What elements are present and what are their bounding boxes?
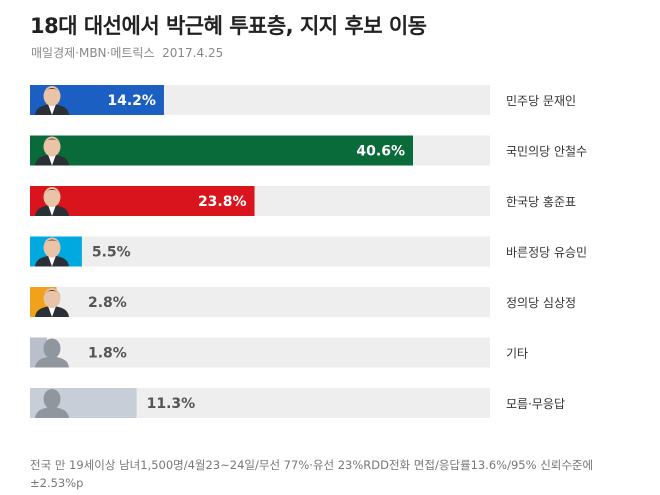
person-silhouette-icon — [35, 389, 69, 418]
data-label: 14.2% — [107, 93, 156, 109]
candidate-photo-icon — [35, 86, 69, 115]
category-label: 국민의당 안철수 — [506, 145, 587, 159]
candidate-photo-icon — [35, 187, 69, 216]
bar-row: 40.6% 국민의당 안철수 — [30, 135, 587, 166]
category-label: 정의당 심상정 — [506, 296, 576, 310]
data-label: 23.8% — [198, 194, 247, 210]
bar — [30, 186, 255, 216]
data-label: 5.5% — [92, 245, 131, 261]
bar-track — [30, 337, 490, 368]
bar-chart: 14.2% 민주당 문재인 40.6% 국민의당 안철수 23.8% 한국당 홍준표 5.5… — [30, 85, 587, 418]
data-label: 40.6% — [356, 144, 405, 160]
survey-footnote: 전국 만 19세이상 남녀1,500명/4월23~24일/무선 77%·유선 2… — [30, 458, 594, 490]
person-silhouette-icon — [35, 338, 69, 368]
category-label: 기타 — [506, 347, 528, 361]
bar — [30, 135, 413, 166]
source-name: 매일경제·MBN·메트릭스 — [31, 46, 155, 60]
candidate-photo-icon — [35, 288, 69, 317]
bar-track — [30, 287, 490, 317]
source-date: 2017.4.25 — [162, 46, 224, 60]
category-label: 모름·무응답 — [506, 397, 565, 411]
bar-row: 11.3% 모름·무응답 — [30, 388, 565, 418]
data-label: 2.8% — [88, 295, 127, 311]
bar-row: 23.8% 한국당 홍준표 — [30, 186, 576, 216]
category-label: 민주당 문재인 — [506, 94, 576, 108]
bar-track — [30, 236, 490, 267]
chart-title: 18대 대선에서 박근혜 투표층, 지지 후보 이동 — [30, 14, 427, 38]
candidate-photo-icon — [35, 237, 69, 267]
data-label: 1.8% — [88, 346, 127, 362]
bar-row: 14.2% 민주당 문재인 — [30, 85, 576, 115]
bar-row: 5.5% 바른정당 유승민 — [30, 236, 587, 267]
category-label: 한국당 홍준표 — [506, 195, 576, 209]
chart-source: 매일경제·MBN·메트릭스 2017.4.25 — [31, 44, 223, 61]
category-label: 바른정당 유승민 — [506, 246, 587, 260]
bar-row: 1.8% 기타 — [30, 337, 528, 368]
candidate-photo-icon — [35, 136, 69, 166]
bar-row: 2.8% 정의당 심상정 — [30, 287, 576, 317]
data-label: 11.3% — [147, 396, 196, 412]
